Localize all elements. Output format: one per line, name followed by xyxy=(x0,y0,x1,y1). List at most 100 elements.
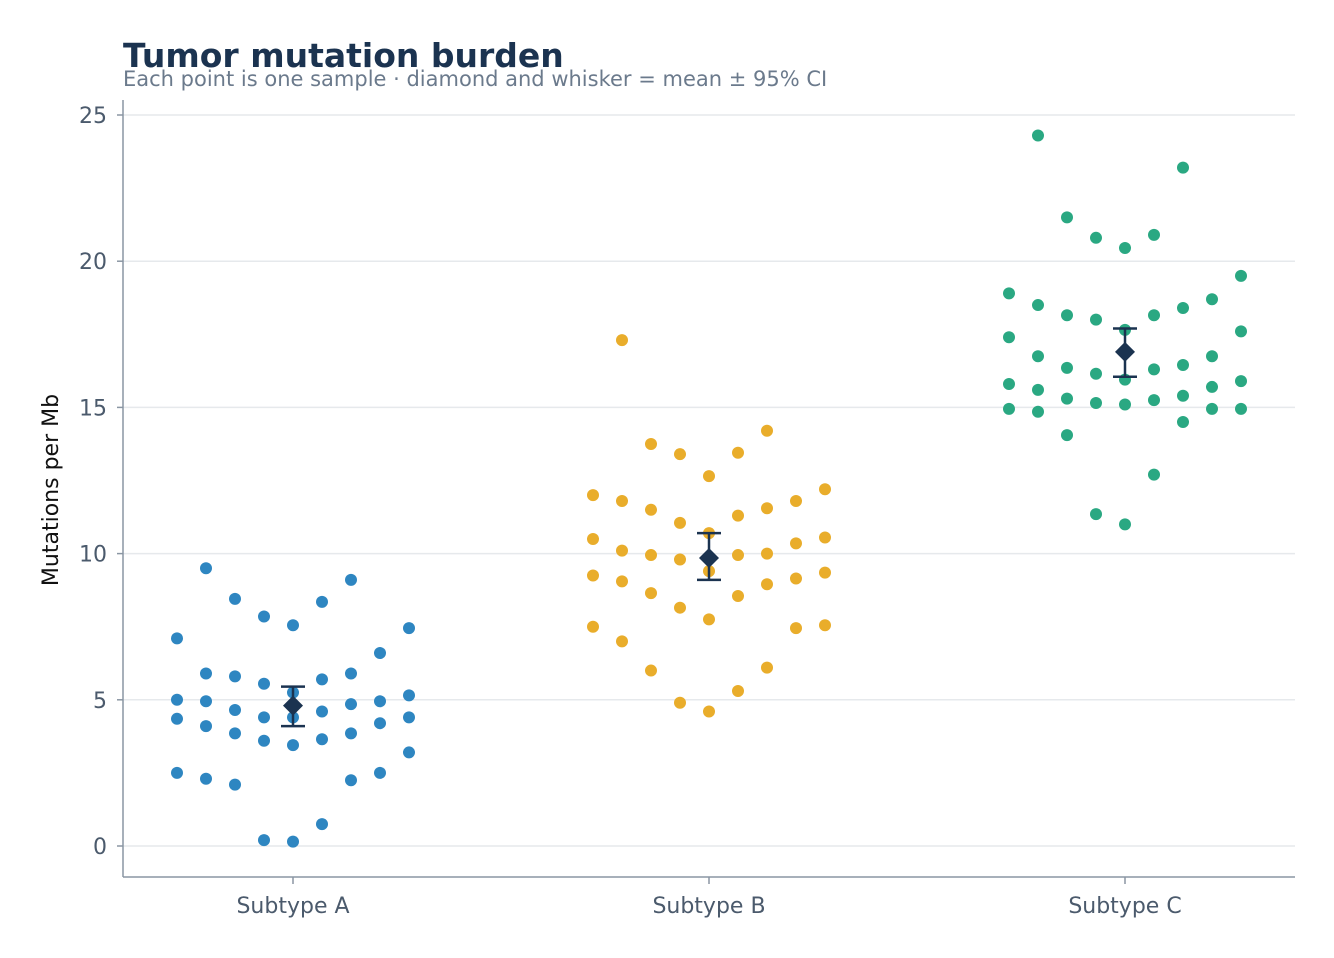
data-point xyxy=(1177,301,1189,314)
data-point xyxy=(1119,398,1131,411)
data-point xyxy=(703,705,715,718)
mean-diamond xyxy=(1115,341,1135,362)
data-point xyxy=(1061,309,1073,322)
data-point xyxy=(200,695,212,708)
data-point xyxy=(171,632,183,645)
y-tick-label: 20 xyxy=(79,250,107,275)
y-tick-label: 10 xyxy=(79,543,107,568)
data-point xyxy=(819,566,831,579)
mean-diamond xyxy=(283,695,303,716)
data-point xyxy=(819,619,831,632)
data-points xyxy=(171,129,1247,848)
data-point xyxy=(819,531,831,544)
data-point xyxy=(258,834,270,847)
data-point xyxy=(1177,416,1189,429)
data-point xyxy=(171,693,183,706)
data-point xyxy=(703,613,715,626)
y-tick-label: 15 xyxy=(79,396,107,421)
data-point xyxy=(403,689,415,702)
data-point xyxy=(374,766,386,779)
data-point xyxy=(1032,350,1044,363)
data-point xyxy=(345,573,357,586)
y-tick-label: 0 xyxy=(93,835,107,860)
data-point xyxy=(645,664,657,677)
data-point xyxy=(200,720,212,733)
data-point xyxy=(761,424,773,437)
chart-subtitle: Each point is one sample · diamond and w… xyxy=(123,67,827,91)
x-tick-label: Subtype B xyxy=(652,894,765,919)
data-point xyxy=(287,835,299,848)
mean-ci-markers xyxy=(281,327,1137,728)
data-point xyxy=(761,502,773,515)
data-point xyxy=(587,489,599,502)
data-point xyxy=(258,734,270,747)
data-point xyxy=(403,622,415,635)
data-point xyxy=(258,610,270,623)
data-point xyxy=(1003,378,1015,391)
data-point xyxy=(616,575,628,588)
data-point xyxy=(1235,402,1247,415)
data-point xyxy=(229,592,241,605)
data-point xyxy=(200,772,212,785)
data-point xyxy=(616,494,628,507)
data-point xyxy=(403,711,415,724)
data-point xyxy=(1061,392,1073,405)
data-point xyxy=(345,698,357,711)
data-point xyxy=(587,620,599,633)
data-point xyxy=(616,544,628,557)
axes xyxy=(122,100,1295,878)
data-point xyxy=(316,673,328,686)
data-point xyxy=(1061,361,1073,374)
data-point xyxy=(790,494,802,507)
data-point xyxy=(258,677,270,690)
y-tick-label: 5 xyxy=(93,689,107,714)
data-point xyxy=(1090,367,1102,380)
data-point xyxy=(1061,211,1073,224)
data-point xyxy=(761,547,773,560)
data-point xyxy=(674,696,686,709)
data-point xyxy=(374,647,386,660)
data-point xyxy=(1206,350,1218,363)
data-point xyxy=(1148,468,1160,481)
y-tick-label: 25 xyxy=(79,104,107,129)
data-point xyxy=(1206,402,1218,415)
data-point xyxy=(316,705,328,718)
data-point xyxy=(1177,359,1189,372)
data-point xyxy=(287,619,299,632)
data-point xyxy=(790,622,802,635)
data-point xyxy=(761,578,773,591)
data-point xyxy=(287,739,299,752)
data-point xyxy=(674,448,686,461)
data-point xyxy=(1061,429,1073,442)
data-point xyxy=(819,483,831,496)
data-point xyxy=(1003,402,1015,415)
data-point xyxy=(732,589,744,602)
data-point xyxy=(171,712,183,725)
data-point xyxy=(1090,508,1102,521)
data-point xyxy=(200,562,212,575)
data-point xyxy=(1148,363,1160,376)
data-point xyxy=(732,549,744,562)
data-point xyxy=(645,437,657,450)
data-point xyxy=(1032,299,1044,312)
data-point xyxy=(1032,405,1044,418)
data-point xyxy=(229,704,241,717)
data-point xyxy=(345,667,357,680)
data-point xyxy=(1119,242,1131,255)
data-point xyxy=(1148,228,1160,241)
data-point xyxy=(258,711,270,724)
data-point xyxy=(1177,161,1189,174)
y-axis-title: Mutations per Mb xyxy=(39,394,64,586)
data-point xyxy=(1090,313,1102,326)
data-point xyxy=(790,572,802,585)
data-point xyxy=(616,635,628,648)
data-point xyxy=(1206,293,1218,306)
data-point xyxy=(316,818,328,831)
data-point xyxy=(674,553,686,566)
data-point xyxy=(1148,394,1160,407)
data-point xyxy=(587,569,599,582)
data-point xyxy=(674,516,686,529)
data-point xyxy=(674,601,686,614)
data-point xyxy=(1235,269,1247,282)
